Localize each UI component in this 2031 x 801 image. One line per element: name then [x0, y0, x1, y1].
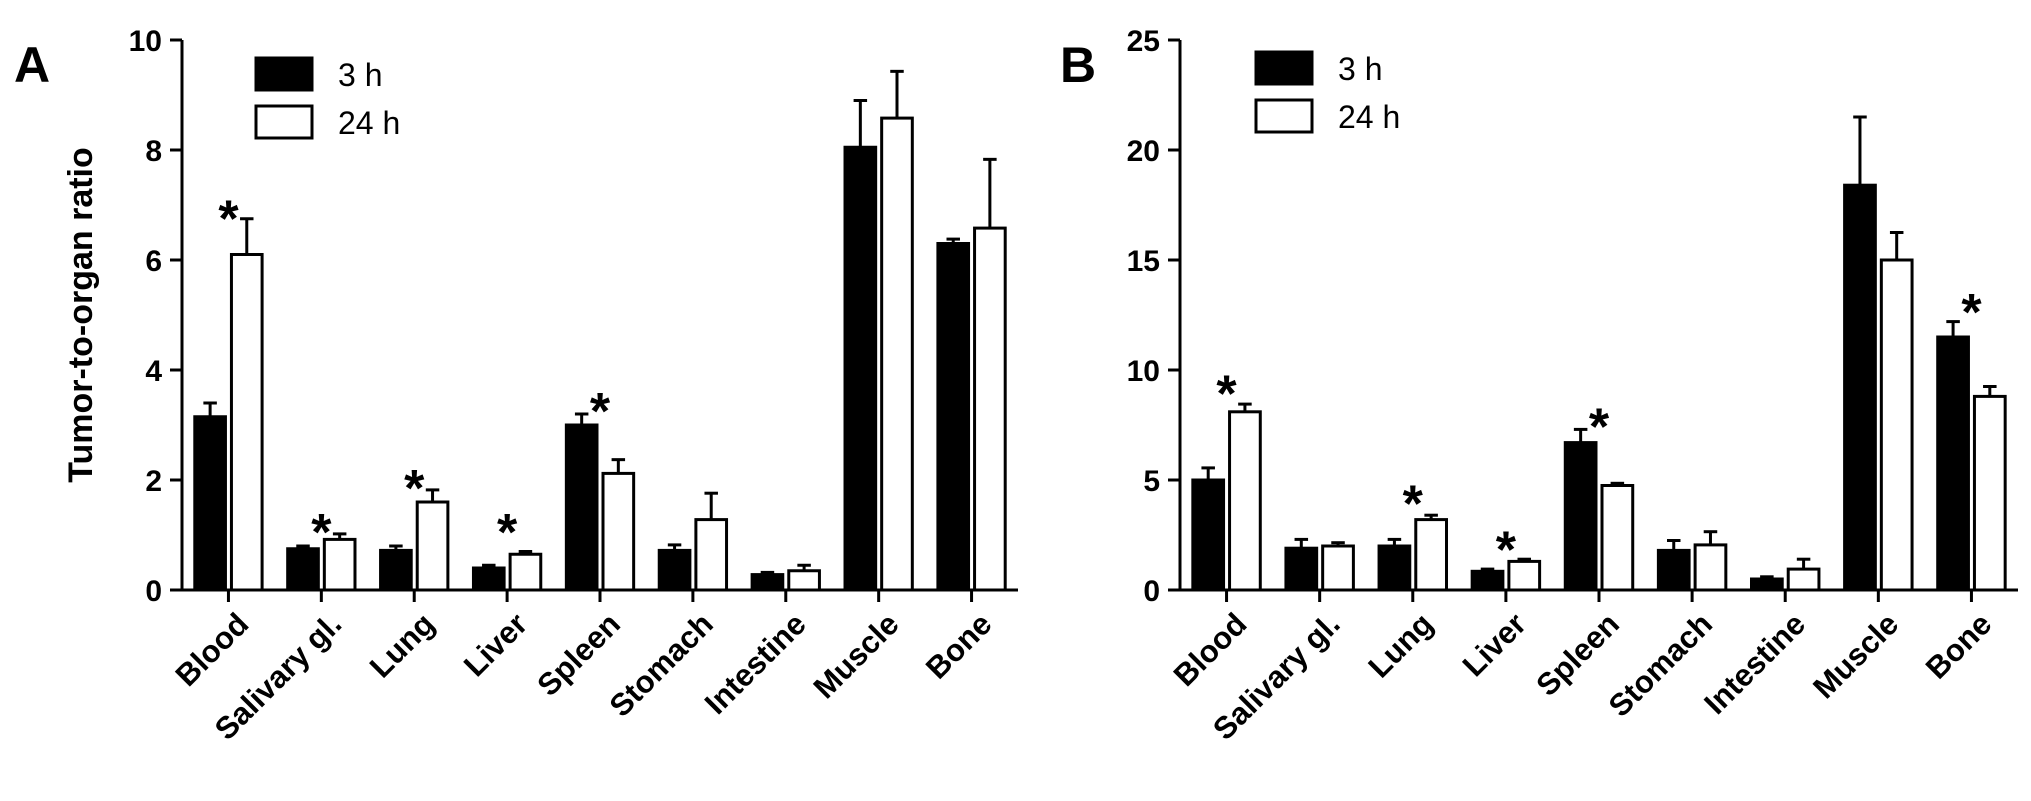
y-tick-label: 8: [145, 135, 162, 168]
bar-3h: [1749, 577, 1784, 592]
y-axis-label: Tumor-to-organ ratio: [62, 147, 100, 483]
bar-3h: [1843, 183, 1877, 592]
bar-3h: [657, 548, 692, 592]
bar-3h: [193, 415, 227, 592]
category-label: Bone: [1919, 606, 1999, 686]
significance-asterisk: *: [1403, 475, 1424, 533]
y-tick-label: 10: [1127, 355, 1160, 388]
bar-24h: [1600, 484, 1635, 592]
y-tick-label: 0: [1143, 575, 1160, 608]
y-tick-label: 20: [1127, 135, 1160, 168]
significance-asterisk: *: [1961, 284, 1982, 342]
bar-24h: [1228, 410, 1262, 592]
category-label: Stomach: [603, 606, 720, 723]
bar-3h: [843, 145, 878, 592]
category-label: Blood: [169, 606, 256, 693]
bar-3h: [379, 548, 413, 592]
y-tick-label: 2: [145, 465, 162, 498]
bar-3h: [564, 423, 599, 592]
significance-asterisk: *: [218, 191, 239, 249]
bar-24h: [787, 569, 821, 592]
category-label: Blood: [1167, 606, 1254, 693]
bar-24h: [880, 116, 914, 592]
bar-3h: [286, 547, 320, 592]
category-label: Stomach: [1602, 606, 1719, 723]
bar-24h: [1693, 543, 1728, 592]
bar-3h: [471, 566, 506, 592]
significance-asterisk: *: [497, 504, 518, 562]
category-label: Bone: [919, 606, 999, 686]
category-label: Muscle: [1806, 606, 1905, 705]
legend-label: 3 h: [338, 57, 382, 93]
y-tick-label: 4: [145, 355, 162, 388]
bar-24h: [229, 253, 264, 592]
y-tick-label: 5: [1143, 465, 1160, 498]
y-tick-label: 15: [1127, 245, 1160, 278]
category-label: Intestine: [1697, 606, 1812, 721]
bar-3h: [1656, 548, 1691, 592]
legend-label: 3 h: [1338, 51, 1382, 87]
category-label: Intestine: [698, 606, 813, 721]
y-tick-label: 0: [145, 575, 162, 608]
legend-label: 24 h: [338, 105, 400, 141]
category-label: Liver: [1456, 606, 1533, 683]
significance-asterisk: *: [1216, 365, 1237, 423]
bar-24h: [694, 518, 729, 592]
bar-3h: [1936, 335, 1970, 592]
y-tick-label: 10: [129, 25, 162, 58]
significance-asterisk: *: [404, 460, 425, 518]
bar-24h: [973, 226, 1007, 592]
category-label: Lung: [363, 606, 441, 684]
y-tick-label: 6: [145, 245, 162, 278]
legend-swatch: [254, 104, 314, 140]
panel-label: B: [1060, 37, 1096, 93]
category-label: Lung: [1361, 606, 1439, 684]
legend-label: 24 h: [1338, 99, 1400, 135]
legend-swatch: [1254, 50, 1314, 86]
bar-24h: [1972, 394, 2007, 592]
bar-3h: [936, 242, 971, 592]
bar-3h: [1563, 441, 1598, 592]
legend-swatch: [1254, 98, 1314, 134]
legend-swatch: [254, 56, 314, 92]
bar-24h: [1321, 544, 1355, 592]
category-label: Liver: [457, 606, 534, 683]
significance-asterisk: *: [1589, 398, 1610, 456]
significance-asterisk: *: [1496, 522, 1517, 580]
bar-3h: [1377, 544, 1412, 592]
bar-3h: [1191, 478, 1226, 592]
category-label: Muscle: [807, 606, 906, 705]
significance-asterisk: *: [311, 504, 332, 562]
bar-24h: [1507, 559, 1542, 592]
bar-24h: [1786, 567, 1821, 592]
bar-3h: [1284, 546, 1319, 592]
bar-3h: [750, 573, 785, 592]
bar-24h: [601, 471, 636, 592]
bar-24h: [1879, 258, 1914, 592]
panel-label: A: [14, 37, 50, 93]
significance-asterisk: *: [590, 383, 611, 441]
y-tick-label: 25: [1127, 25, 1160, 58]
